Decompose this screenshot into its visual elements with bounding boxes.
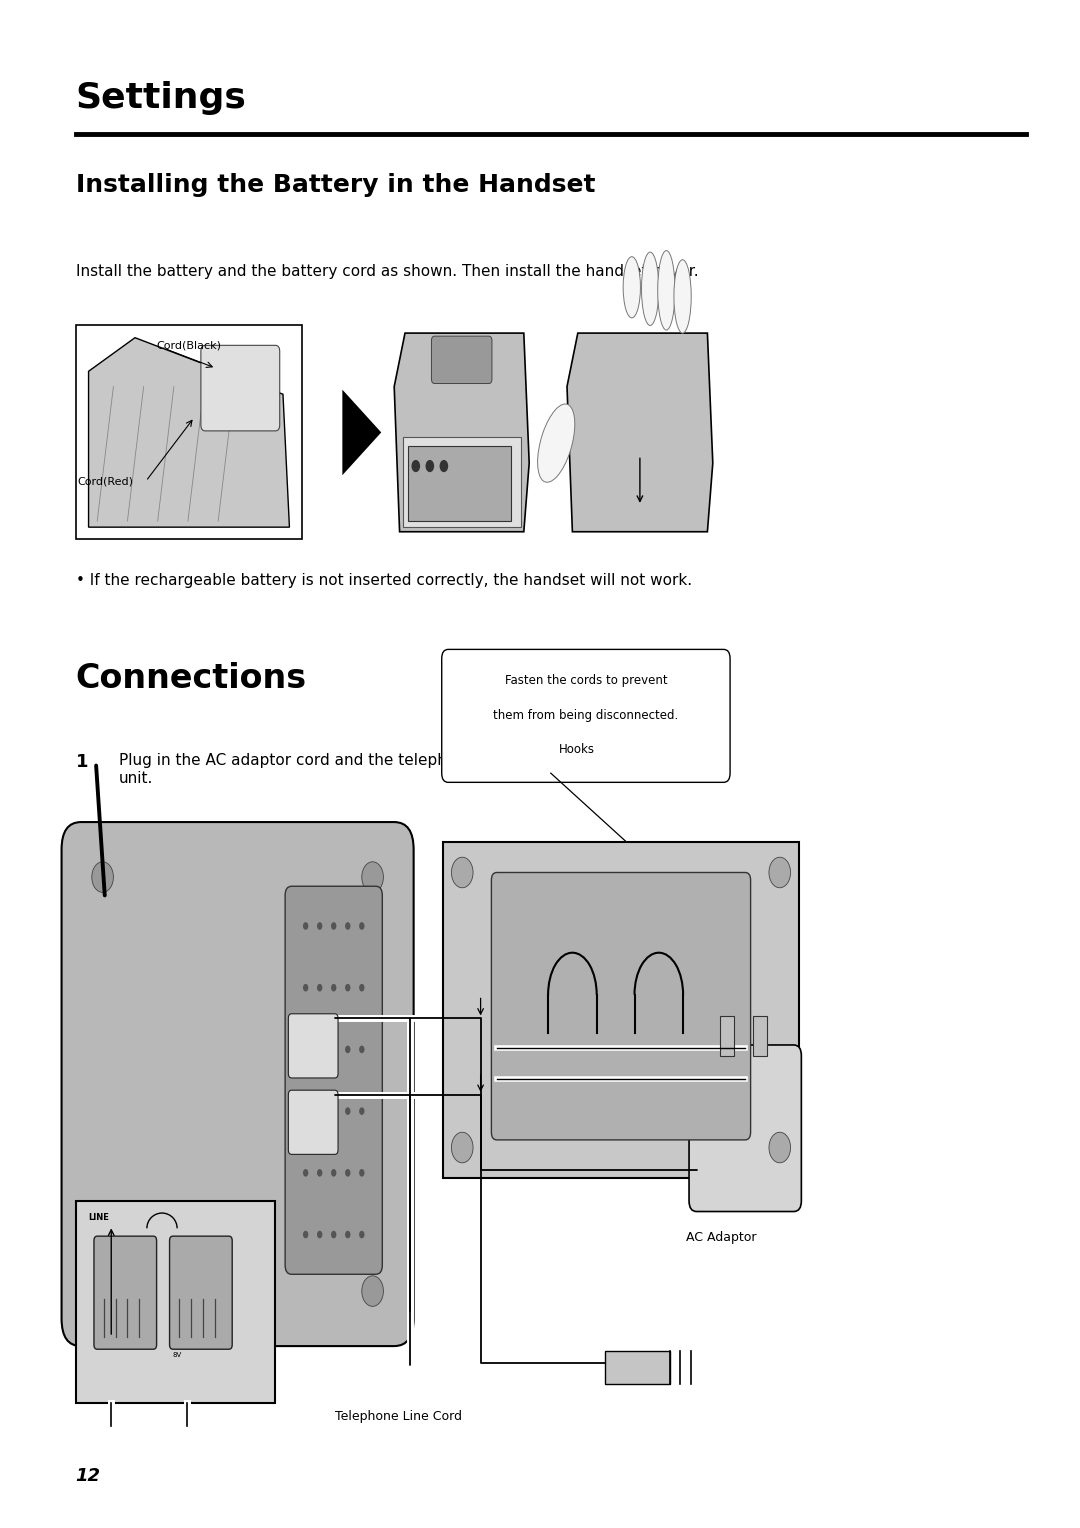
Circle shape xyxy=(302,1230,309,1238)
Text: Plug in the AC adaptor cord and the telephone line cord to the bottom of the
uni: Plug in the AC adaptor cord and the tele… xyxy=(119,753,706,785)
FancyBboxPatch shape xyxy=(285,886,382,1274)
Circle shape xyxy=(330,1230,336,1238)
FancyBboxPatch shape xyxy=(605,1351,670,1384)
Circle shape xyxy=(318,1230,322,1238)
Text: 1: 1 xyxy=(76,753,89,772)
Circle shape xyxy=(345,984,350,992)
Text: Fasten the cords to prevent: Fasten the cords to prevent xyxy=(504,674,667,688)
Circle shape xyxy=(359,1108,364,1115)
Circle shape xyxy=(318,1169,322,1177)
Circle shape xyxy=(426,460,434,472)
Circle shape xyxy=(330,1169,336,1177)
Ellipse shape xyxy=(674,260,691,333)
Ellipse shape xyxy=(642,252,659,325)
Circle shape xyxy=(302,923,309,931)
FancyBboxPatch shape xyxy=(288,1013,338,1077)
FancyBboxPatch shape xyxy=(432,336,491,384)
Text: • If the rechargeable battery is not inserted correctly, the handset will not wo: • If the rechargeable battery is not ins… xyxy=(76,573,691,588)
Circle shape xyxy=(318,1108,322,1115)
Circle shape xyxy=(92,1276,113,1306)
Text: Settings: Settings xyxy=(76,81,246,115)
Circle shape xyxy=(359,923,364,931)
FancyBboxPatch shape xyxy=(170,1236,232,1349)
FancyBboxPatch shape xyxy=(442,649,730,782)
Circle shape xyxy=(359,1230,364,1238)
FancyBboxPatch shape xyxy=(201,345,280,431)
Circle shape xyxy=(345,1169,350,1177)
Circle shape xyxy=(362,1276,383,1306)
Circle shape xyxy=(302,1045,309,1053)
Text: Hooks: Hooks xyxy=(559,743,595,756)
Text: 12: 12 xyxy=(76,1467,100,1485)
FancyBboxPatch shape xyxy=(288,1089,338,1154)
Text: them from being disconnected.: them from being disconnected. xyxy=(494,709,678,723)
Circle shape xyxy=(359,1169,364,1177)
FancyBboxPatch shape xyxy=(408,446,511,521)
FancyBboxPatch shape xyxy=(491,872,751,1140)
FancyBboxPatch shape xyxy=(76,1201,275,1403)
Circle shape xyxy=(345,923,350,931)
Circle shape xyxy=(345,1230,350,1238)
Circle shape xyxy=(302,984,309,992)
Circle shape xyxy=(92,862,113,892)
Ellipse shape xyxy=(623,257,640,318)
Circle shape xyxy=(451,1132,473,1163)
Text: AC Adaptor: AC Adaptor xyxy=(686,1232,756,1244)
Circle shape xyxy=(318,1045,322,1053)
Polygon shape xyxy=(342,390,381,475)
Bar xyxy=(753,1016,767,1056)
Ellipse shape xyxy=(538,403,575,483)
Circle shape xyxy=(362,862,383,892)
Circle shape xyxy=(345,1045,350,1053)
Circle shape xyxy=(411,460,420,472)
Circle shape xyxy=(345,1108,350,1115)
Circle shape xyxy=(318,923,322,931)
Circle shape xyxy=(330,923,336,931)
Circle shape xyxy=(440,460,448,472)
Circle shape xyxy=(330,1108,336,1115)
Polygon shape xyxy=(394,333,529,532)
Circle shape xyxy=(302,1169,309,1177)
Text: Connections: Connections xyxy=(76,662,307,695)
FancyBboxPatch shape xyxy=(76,325,302,539)
Polygon shape xyxy=(89,338,289,527)
Ellipse shape xyxy=(658,251,675,330)
FancyBboxPatch shape xyxy=(443,842,799,1178)
Circle shape xyxy=(318,984,322,992)
Text: Install the battery and the battery cord as shown. Then install the handset cove: Install the battery and the battery cord… xyxy=(76,264,699,280)
Circle shape xyxy=(769,857,791,888)
FancyBboxPatch shape xyxy=(62,822,414,1346)
FancyBboxPatch shape xyxy=(403,437,521,527)
Text: Installing the Battery in the Handset: Installing the Battery in the Handset xyxy=(76,173,595,197)
Circle shape xyxy=(359,1045,364,1053)
Polygon shape xyxy=(567,333,713,532)
Circle shape xyxy=(330,984,336,992)
Text: LINE: LINE xyxy=(89,1213,109,1222)
Text: Telephone Line Cord: Telephone Line Cord xyxy=(335,1410,462,1424)
Text: Cord(Red): Cord(Red) xyxy=(78,477,134,486)
Text: 8V: 8V xyxy=(173,1352,183,1358)
FancyBboxPatch shape xyxy=(94,1236,157,1349)
Circle shape xyxy=(359,984,364,992)
Circle shape xyxy=(769,1132,791,1163)
Bar xyxy=(720,1016,734,1056)
Circle shape xyxy=(330,1045,336,1053)
Text: Cord(Black): Cord(Black) xyxy=(157,341,221,351)
FancyBboxPatch shape xyxy=(689,1045,801,1212)
Circle shape xyxy=(451,857,473,888)
Circle shape xyxy=(302,1108,309,1115)
